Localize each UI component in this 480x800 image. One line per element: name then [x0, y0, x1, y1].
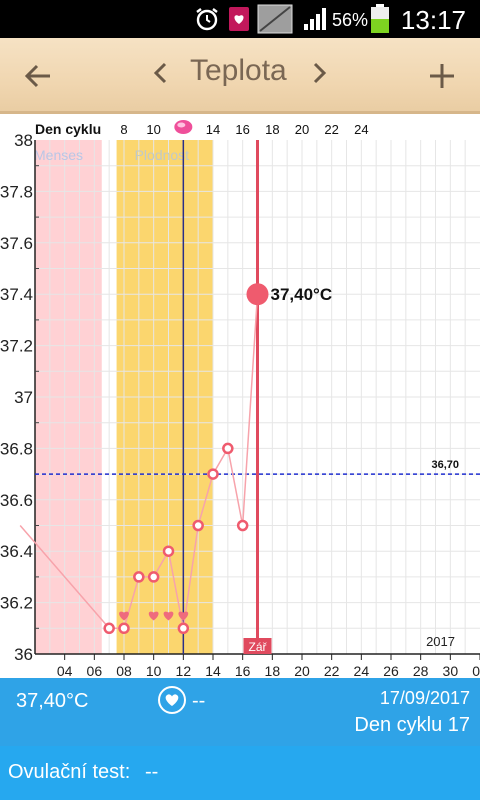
temperature-point: [133, 571, 145, 583]
x-tick-label: 30: [443, 663, 459, 678]
y-tick-label: 36.8: [0, 439, 33, 458]
intercourse-value: --: [192, 690, 206, 712]
signal-icon: [304, 8, 326, 30]
x-tick-label: 06: [87, 663, 103, 678]
x-tick-label: 18: [265, 663, 281, 678]
heart-icon: [119, 611, 129, 621]
ovulation-test-label: Ovulační test:: [8, 761, 131, 783]
selected-value-label: 37,40°C: [271, 285, 333, 304]
battery-icon: [371, 4, 389, 33]
ovulation-marker-highlight: [177, 122, 186, 128]
page-title: Teplota: [190, 54, 287, 87]
selected-temperature-point: [246, 283, 269, 306]
y-tick-label: 38: [14, 131, 33, 150]
y-tick-label: 36: [14, 645, 33, 664]
back-button[interactable]: [14, 52, 62, 100]
temperature-point: [207, 468, 219, 480]
menses-label: Menses: [34, 147, 83, 163]
x-tick-label: 10: [146, 663, 162, 678]
cycle-tick-label: 16: [235, 122, 249, 137]
cycle-tick-label: 20: [295, 122, 309, 137]
cycle-tick-label: 10: [146, 122, 160, 137]
next-button[interactable]: [310, 58, 330, 95]
ovulation-test-value: --: [145, 761, 159, 783]
year-label: 2017: [426, 634, 455, 649]
x-tick-label: 08: [116, 663, 132, 678]
status-bar: 56% 13:17: [0, 0, 480, 38]
y-tick-label: 37.8: [0, 182, 33, 201]
arrow-left-icon: [24, 64, 50, 88]
temperature-point: [147, 571, 160, 583]
cycle-tick-label: 24: [354, 122, 368, 137]
cycle-day: Den cyklu 17: [354, 714, 470, 736]
day-temperature: 37,40°C: [16, 690, 89, 712]
heart-icon: [163, 611, 174, 621]
day-date: 17/09/2017: [379, 688, 470, 708]
y-tick-label: 37.4: [0, 285, 33, 304]
x-tick-label: 04: [57, 663, 73, 678]
battery-percent: 56%: [332, 10, 369, 30]
x-tick-label: 22: [324, 663, 340, 678]
ovulation-test-bar[interactable]: Ovulační test: --: [0, 746, 480, 800]
cycle-tick-label: 14: [206, 122, 220, 137]
app-header: Teplota: [0, 38, 480, 114]
x-tick-label: 16: [235, 663, 251, 678]
heart-icon: [148, 611, 159, 621]
x-tick-label: 28: [413, 663, 429, 678]
temperature-point: [162, 545, 175, 557]
cycle-label: Den cyklu: [35, 121, 101, 137]
chevron-left-icon: [153, 62, 167, 84]
status-time: 13:17: [400, 5, 466, 35]
y-tick-label: 37: [14, 388, 33, 407]
temperature-point: [118, 622, 130, 635]
y-tick-label: 36.6: [0, 491, 33, 510]
x-tick-label: 24: [354, 663, 370, 678]
coverline-label: 36,70: [431, 459, 459, 471]
temperature-point: [103, 622, 115, 635]
today-label-box: [243, 638, 272, 654]
cycle-tick-label: 8: [120, 122, 127, 137]
plus-icon: [430, 64, 454, 88]
temperature-chart-svg[interactable]: Menses Plodnost 38 37.8 37.6 37.4 37.2 37 36.8 36…: [0, 114, 480, 679]
x-tick-label: 14: [205, 663, 221, 678]
y-tick-label: 36.2: [0, 594, 33, 613]
app-notification-icon: [229, 7, 249, 31]
prev-button[interactable]: [150, 58, 170, 95]
heart-icon: [158, 686, 186, 714]
cycle-tick-label: 22: [324, 122, 338, 137]
x-tick-label: 02: [472, 663, 480, 678]
temperature-point: [236, 519, 249, 532]
temperature-point: [192, 519, 204, 532]
y-tick-label: 37.2: [0, 337, 33, 356]
cycle-tick-label: 18: [265, 122, 279, 137]
y-tick-label: 37.6: [0, 234, 33, 253]
x-tick-label: 12: [176, 663, 192, 678]
temperature-point: [222, 442, 234, 455]
chevron-right-icon: [313, 62, 327, 84]
temperature-point: [177, 622, 190, 635]
alarm-icon: [196, 8, 218, 31]
no-sim-icon: [257, 4, 293, 34]
x-tick-label: 26: [383, 663, 399, 678]
fertile-label: Plodnost: [135, 147, 190, 163]
day-info-bar[interactable]: 37,40°C -- 17/09/2017 Den cyklu 17: [0, 678, 480, 746]
y-tick-label: 36.4: [0, 542, 33, 561]
heart-icon: [178, 611, 189, 621]
temperature-chart[interactable]: Menses Plodnost 38 37.8 37.6 37.4 37.2 37 36.8 36…: [0, 114, 480, 679]
add-button[interactable]: [418, 52, 466, 100]
x-tick-label: 20: [294, 663, 310, 678]
today-label: Zář: [249, 640, 268, 654]
